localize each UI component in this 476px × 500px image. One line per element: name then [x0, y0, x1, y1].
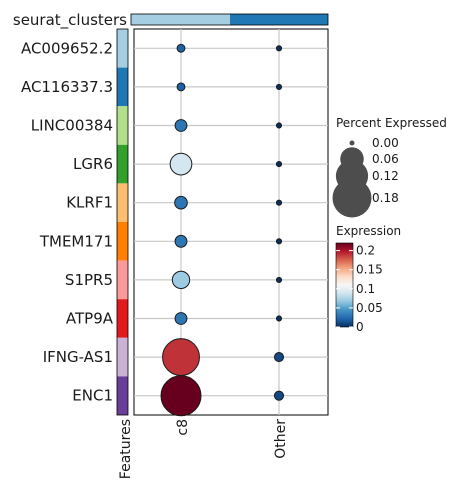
row-label: IFNG-AS1 [43, 348, 113, 366]
plot-panel [133, 28, 329, 417]
color-legend-bar [335, 242, 354, 328]
dot-TMEM171-Other [275, 238, 283, 245]
left-annotation-cell [117, 260, 128, 300]
row-label: ENC1 [72, 387, 113, 405]
column-label: Other [273, 419, 289, 459]
size-legend-dot [349, 140, 355, 146]
dot-S1PR5-Other [275, 276, 283, 283]
dot-AC116337.3-Other [275, 83, 283, 90]
top-annotation-segment-Other [230, 14, 328, 25]
left-annotation-cell [117, 222, 128, 261]
row-label: KLRF1 [66, 194, 113, 212]
dot-ENC1-Other [273, 390, 285, 401]
top-annotation-bar [130, 13, 329, 26]
row-label: TMEM171 [39, 232, 113, 250]
dot-LINC00384-c8 [174, 119, 188, 132]
column-label: c8 [175, 419, 191, 436]
dot-IFNG-AS1-c8 [162, 338, 200, 377]
top-annotation-segment-c8 [131, 14, 230, 25]
size-legend-title: Percent Expressed [336, 116, 447, 130]
dot-ATP9A-Other [275, 315, 283, 322]
color-legend-title: Expression [336, 224, 401, 238]
size-legend: Percent Expressed 0.00 0.06 0.12 0.18 [332, 116, 447, 218]
left-annotation-cell [117, 29, 128, 68]
left-annotation-cell [117, 376, 128, 415]
color-legend-label: 0.15 [356, 263, 383, 277]
left-annotation-label: Features [118, 419, 134, 479]
column-labels: c8 Other [175, 419, 289, 459]
size-legend-label: 0.06 [372, 152, 399, 166]
row-label: AC009652.2 [21, 39, 113, 57]
dot-IFNG-AS1-Other [273, 352, 285, 363]
row-labels: AC009652.2 AC116337.3 LINC00384 LGR6 KLRF1 TM… [21, 39, 114, 404]
row-label: AC116337.3 [21, 78, 113, 96]
dot-AC009652.2-Other [275, 45, 283, 52]
dot-TMEM171-c8 [174, 234, 188, 248]
dot-KLRF1-Other [275, 199, 283, 206]
dot-ATP9A-c8 [174, 312, 188, 325]
dot-ENC1-c8 [160, 375, 202, 417]
row-label: ATP9A [66, 310, 114, 328]
row-label: LINC00384 [31, 117, 113, 135]
left-annotation-bar [116, 28, 129, 416]
color-legend-label: 0.2 [356, 244, 375, 258]
left-annotation-cell [117, 337, 128, 377]
row-label: S1PR5 [65, 271, 113, 289]
top-annotation-border [130, 13, 329, 26]
left-annotation-cell [117, 183, 128, 222]
color-legend-label: 0 [356, 320, 364, 334]
left-annotation-cell [117, 106, 128, 145]
top-annotation-label: seurat_clusters [13, 11, 127, 30]
size-legend-label: 0.12 [372, 169, 399, 183]
left-annotation-cell [117, 144, 128, 184]
left-annotation-cell [117, 299, 128, 338]
size-legend-label: 0.18 [372, 191, 399, 205]
dot-KLRF1-c8 [174, 195, 188, 210]
left-annotation-border [116, 28, 129, 416]
dot-LGR6-Other [275, 161, 283, 168]
size-legend-dot [332, 178, 372, 218]
dot-LINC00384-Other [275, 122, 283, 129]
dot-S1PR5-c8 [171, 270, 191, 290]
row-label: LGR6 [73, 155, 113, 173]
size-legend-label: 0.00 [372, 136, 399, 150]
grid-lines [134, 29, 328, 415]
left-annotation-cell [117, 67, 128, 107]
dot-LGR6-c8 [169, 152, 193, 176]
color-legend-label: 0.1 [356, 282, 375, 296]
dot-AC116337.3-c8 [176, 82, 186, 92]
dots [160, 43, 285, 417]
color-legend: Expression 0 0.05 0.1 0.15 0.2 [335, 224, 401, 334]
color-legend-label: 0.05 [356, 301, 383, 315]
dot-AC009652.2-c8 [176, 43, 186, 53]
